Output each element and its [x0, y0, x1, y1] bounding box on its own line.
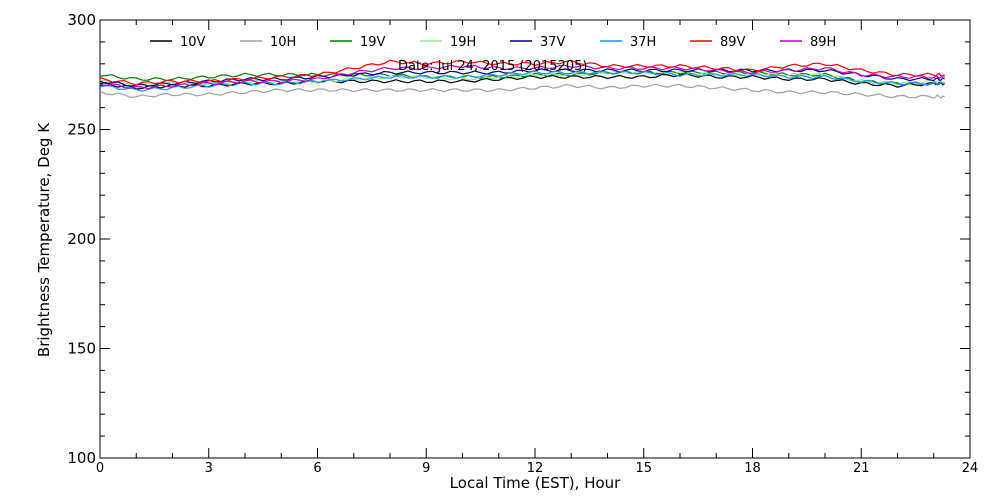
legend-label-37v: 37V [540, 35, 566, 50]
legend-label-19h: 19H [450, 35, 476, 50]
series-line-10h [99, 83, 945, 99]
series-line-10v [99, 72, 945, 90]
x-axis-label: Local Time (EST), Hour [450, 474, 621, 492]
x-tick-label: 6 [313, 461, 321, 476]
x-tick-label: 0 [96, 461, 104, 476]
y-tick-label: 100 [67, 449, 96, 467]
y-tick-label: 200 [67, 230, 96, 248]
legend-label-37h: 37H [630, 35, 656, 50]
x-tick-label: 3 [205, 461, 213, 476]
legend-label-89h: 89H [810, 35, 836, 50]
legend-label-10v: 10V [180, 35, 206, 50]
legend-label-19v: 19V [360, 35, 386, 50]
x-tick-label: 18 [744, 461, 761, 476]
series-lines [99, 59, 945, 99]
series-line-37h [99, 70, 945, 92]
chart-title: Date: Jul 24, 2015 (2015205) [398, 59, 587, 74]
y-tick-label: 150 [67, 340, 96, 358]
axis-ticks: 0 3 6 9 12 15 18 21 24 100 150 200 250 300 [67, 11, 978, 476]
legend-label-89v: 89V [720, 35, 746, 50]
x-tick-label: 21 [853, 461, 870, 476]
legend: 10V 10H 19V 19H 37V 37H 89V 89H [150, 35, 836, 50]
x-tick-label: 9 [422, 461, 430, 476]
y-axis-label: Brightness Temperature, Deg K [35, 122, 53, 357]
x-tick-label: 15 [635, 461, 652, 476]
x-tick-label: 24 [962, 461, 979, 476]
series-line-19v [99, 70, 945, 86]
y-tick-label: 300 [67, 11, 96, 29]
legend-label-10h: 10H [270, 35, 296, 50]
x-tick-label: 12 [527, 461, 544, 476]
y-tick-label: 250 [67, 121, 96, 139]
series-line-89h [99, 64, 945, 90]
